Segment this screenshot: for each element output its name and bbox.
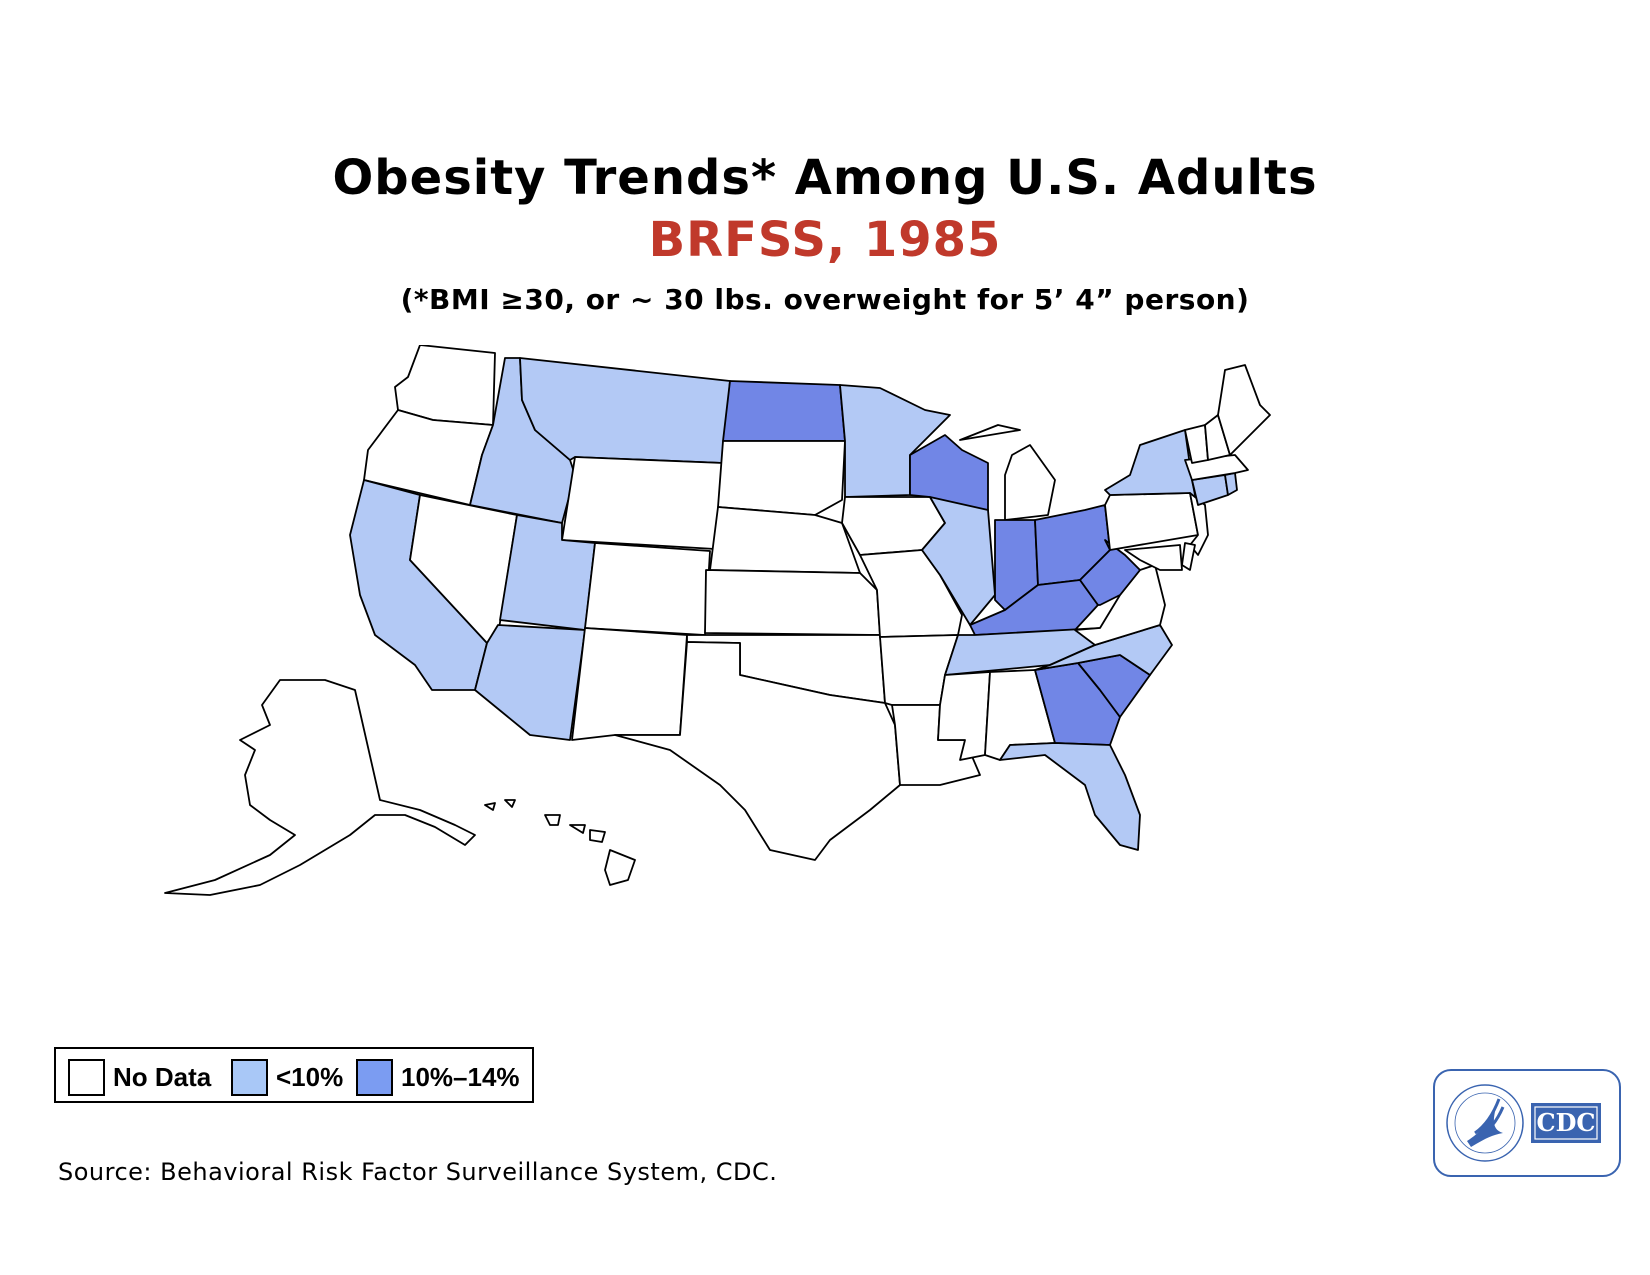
state-WY: [561, 456, 724, 550]
map-legend: No Data <10% 10%–14%: [54, 1047, 534, 1103]
state-MI: [959, 424, 1056, 521]
state-FL: [999, 742, 1141, 851]
cdc-logo-text: CDC: [1536, 1108, 1596, 1137]
legend-label-lt10: <10%: [276, 1061, 344, 1092]
state-AZ: [474, 624, 586, 741]
state-PA: [1104, 492, 1199, 551]
legend-label-no-data: No Data: [113, 1061, 212, 1092]
legend-swatch-no-data: [68, 1058, 105, 1096]
state-CO: [584, 542, 711, 636]
state-KS: [704, 569, 881, 636]
state-MD: [1124, 544, 1183, 571]
state-TX: [614, 641, 901, 861]
cdc-logo: CDC: [1433, 1069, 1621, 1177]
state-ME: [1217, 364, 1271, 456]
state-SD: [717, 440, 846, 516]
state-WV: [1079, 539, 1141, 606]
legend-swatch-10-14: [356, 1058, 393, 1096]
chart-title: Obesity Trends* Among U.S. Adults: [332, 150, 1318, 206]
state-NE: [709, 506, 861, 574]
hhs-eagle-icon: [1446, 1084, 1601, 1162]
state-AK: [164, 679, 476, 896]
bmi-note: (*BMI ≥30, or ~ 30 lbs. overweight for 5…: [400, 283, 1250, 316]
legend-item-10-14: 10%–14%: [356, 1058, 520, 1096]
legend-label-10-14: 10%–14%: [401, 1061, 520, 1092]
state-HI: [484, 799, 636, 886]
state-DE: [1181, 542, 1196, 571]
state-IL: [921, 496, 996, 626]
legend-item-lt10: <10%: [231, 1058, 343, 1096]
legend-item-no-data: No Data: [68, 1058, 211, 1096]
us-map: [164, 345, 1271, 896]
legend-swatch-lt10: [231, 1058, 268, 1096]
chart-subtitle: BRFSS, 1985: [648, 212, 1002, 268]
state-ND: [722, 380, 846, 442]
state-NM: [571, 627, 688, 741]
state-NJ: [1189, 492, 1209, 556]
state-RI: [1224, 472, 1238, 496]
source-note: Source: Behavioral Risk Factor Surveilla…: [58, 1158, 778, 1186]
